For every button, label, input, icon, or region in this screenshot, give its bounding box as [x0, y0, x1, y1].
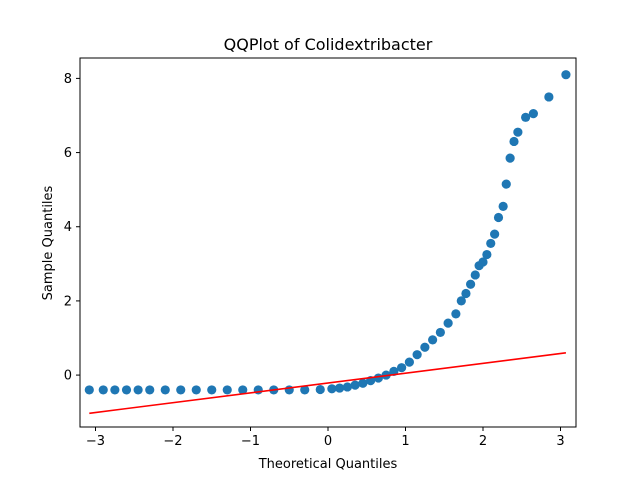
qq-point [435, 327, 445, 338]
qq-point [84, 385, 94, 395]
qq-point [420, 342, 430, 352]
qq-point [493, 212, 504, 223]
qq-point [482, 249, 492, 260]
qq-point [350, 380, 360, 390]
qq-point [315, 384, 325, 395]
x-tick-label: −2 [163, 434, 182, 449]
qq-point [98, 385, 108, 395]
qq-point [342, 382, 352, 392]
y-axis: 0 2 4 6 8 [64, 72, 80, 384]
qq-point [335, 383, 345, 393]
qq-point [160, 385, 170, 395]
qq-point [327, 384, 337, 394]
x-tick-label: 3 [556, 434, 564, 449]
qq-point [238, 385, 248, 395]
qq-point [133, 385, 143, 395]
qq-point [451, 309, 461, 319]
qq-point [544, 92, 554, 102]
qq-point [253, 385, 263, 395]
qq-point [300, 385, 310, 395]
x-axis-label: Theoretical Quantiles [258, 457, 398, 472]
x-tick-label: 2 [479, 434, 487, 449]
qq-point [509, 136, 519, 147]
qq-point [397, 363, 407, 373]
qq-point [428, 335, 438, 345]
y-tick-label: 4 [64, 220, 72, 235]
qq-point [470, 270, 480, 280]
qq-point [176, 385, 186, 395]
qq-point [358, 378, 368, 388]
y-tick-label: 6 [64, 146, 72, 161]
qq-point [412, 350, 422, 360]
qq-point [456, 296, 466, 306]
qq-point [284, 385, 294, 395]
x-tick-label: 0 [324, 434, 332, 449]
data-layer [84, 70, 571, 415]
qq-point [521, 112, 531, 122]
qq-point [505, 153, 515, 163]
qq-point [404, 357, 414, 367]
qq-point [486, 238, 496, 249]
qq-point [466, 279, 476, 289]
qq-point [110, 385, 120, 395]
chart-title: QQPlot of Colidextribacter [224, 35, 433, 54]
qq-point [513, 127, 523, 137]
qq-point [501, 179, 511, 189]
y-tick-label: 8 [64, 72, 72, 87]
x-axis: −3 −2 −1 0 1 2 3 [86, 427, 565, 449]
qq-point [498, 201, 508, 211]
y-axis-label: Sample Quantiles [41, 185, 56, 300]
qq-point [145, 385, 155, 395]
qq-point [561, 70, 571, 80]
qq-point [191, 385, 201, 395]
y-tick-label: 2 [64, 294, 72, 309]
x-tick-label: 1 [401, 434, 409, 449]
x-tick-label: −3 [86, 434, 105, 449]
qq-point [478, 257, 488, 267]
qq-point [121, 385, 132, 395]
y-tick-label: 0 [64, 369, 72, 384]
qq-point [528, 109, 538, 119]
qq-point [207, 385, 217, 395]
qq-point [461, 288, 471, 299]
reference-line [89, 352, 567, 415]
qq-point [443, 318, 453, 328]
x-tick-label: −1 [241, 434, 260, 449]
qq-point [490, 229, 500, 239]
qq-point [222, 385, 232, 395]
